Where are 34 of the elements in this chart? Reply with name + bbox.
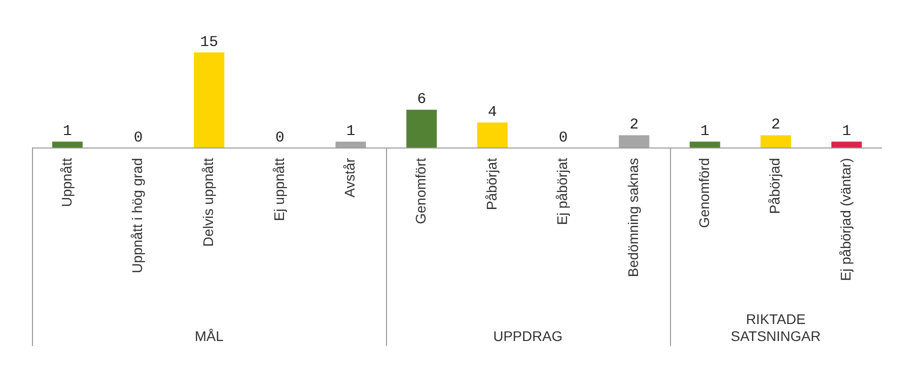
bar [477,122,508,148]
data-label: 1 [62,123,72,140]
data-label: 2 [630,116,639,134]
data-label: 1 [842,123,852,140]
bar [690,142,720,148]
bar [52,142,83,148]
data-label: 6 [417,91,426,108]
x-tick-label: Ej påbörjad (väntar) [837,158,854,281]
bar [406,110,437,148]
text: UPPDRAG [493,328,562,344]
x-tick-label: Påbörjad [766,158,783,214]
x-tick-label: Ej påbörjat [554,158,570,225]
x-tick-label: Genomfört [412,158,428,224]
x-tick-label: Bedömning saknas [624,158,641,278]
data-label: 0 [558,129,568,146]
data-label: 0 [275,129,284,146]
x-tick-label: Ej uppnått [270,158,287,222]
x-tick-label: Uppnått [58,158,74,208]
text: MÅL [194,328,224,344]
x-tick-label: Påbörjat [483,158,500,210]
bar [194,52,224,148]
data-label: 0 [134,129,143,146]
text: RIKTADE SATSNINGAR [730,310,821,344]
x-tick-label: Genomförd [696,158,712,228]
data-label: 1 [346,123,356,140]
bar [831,142,862,148]
data-label: 4 [488,104,497,121]
bar [760,135,791,148]
data-label: 1 [700,123,710,140]
data-label: 15 [200,34,218,51]
data-label: 2 [771,116,780,134]
x-tick-label: Uppnått i hög grad [129,158,146,274]
x-tick-label: Delvis uppnått [200,158,216,247]
x-tick-label: Avstår [342,158,358,198]
